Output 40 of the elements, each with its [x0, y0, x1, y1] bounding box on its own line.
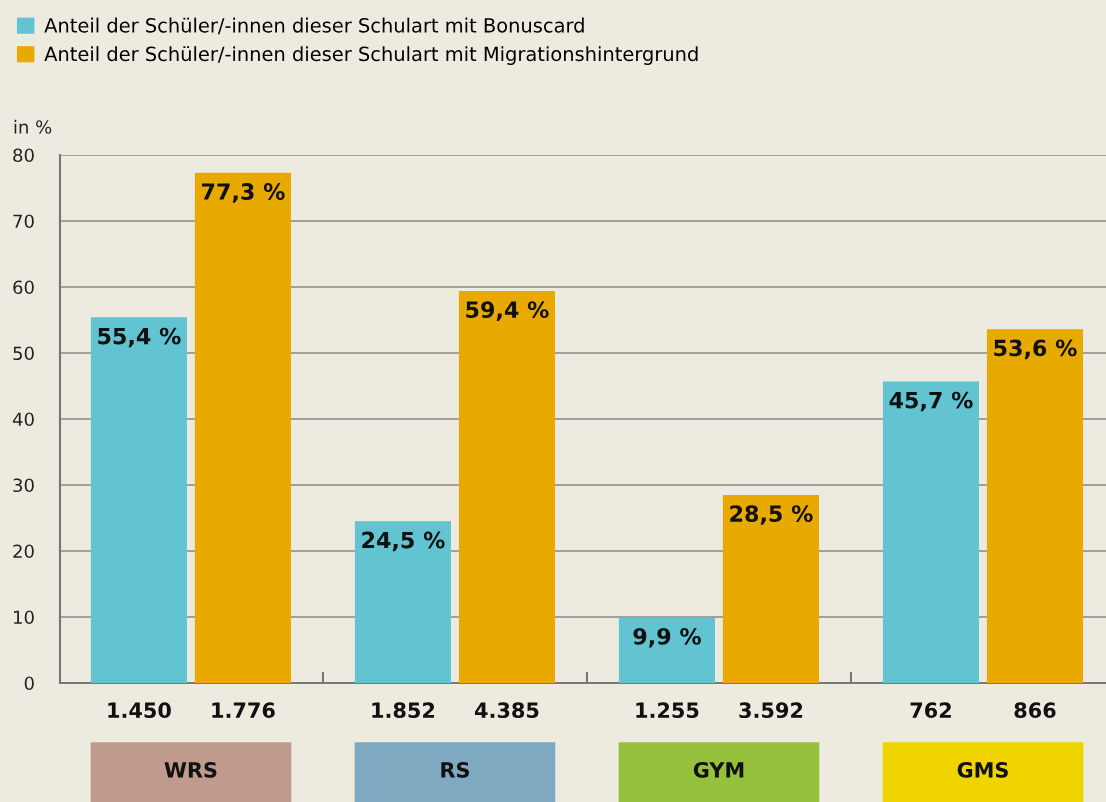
data-label: 53,6 %: [994, 339, 1077, 360]
y-tick-label: 50: [13, 346, 34, 361]
bar: [194, 172, 292, 683]
x-tick-label: WRS: [164, 761, 217, 778]
data-label: 24,5 %: [362, 531, 445, 552]
legend-label: Anteil der Schüler/-innen dieser Schulart mit Bonuscard: [44, 17, 584, 35]
data-label: 59,4 %: [466, 301, 549, 321]
x-tick-label: GYM: [693, 761, 744, 778]
text: 1.255: [636, 702, 699, 719]
y-tick-label: 20: [13, 544, 34, 559]
text: 1.852: [372, 702, 435, 719]
y-tick-label: 0: [24, 676, 34, 691]
text: 866: [1014, 702, 1056, 719]
text: 3.592: [739, 702, 803, 719]
text: 1.776: [212, 702, 275, 719]
data-label: 28,5 %: [730, 505, 813, 525]
data-label: 45,7 %: [889, 391, 973, 412]
data-label: 9,9 %: [633, 627, 701, 648]
y-tick-label: 40: [12, 412, 34, 427]
text: 1.450: [108, 702, 171, 719]
data-label: 77,3 %: [202, 183, 285, 203]
y-tick-label: 80: [13, 148, 34, 163]
x-tick-label: GMS: [957, 761, 1008, 778]
bar: [882, 381, 980, 683]
legend-label: Anteil der Schüler/-innen dieser Schulart mit Migrationshintergrund: [44, 46, 698, 65]
data-label: 55,4 %: [98, 327, 181, 348]
bar: [458, 290, 556, 683]
bar: [722, 494, 820, 683]
bar: [90, 317, 187, 683]
text: 762: [910, 702, 951, 719]
y-tick-label: 70: [13, 214, 34, 229]
bar: [354, 521, 451, 683]
bar: [618, 617, 715, 683]
text: 4.385: [474, 702, 539, 719]
bar: [986, 329, 1084, 683]
x-tick-label: RS: [441, 761, 469, 778]
y-tick-label: 60: [13, 280, 34, 295]
y-tick-label: 30: [13, 478, 34, 493]
y-tick-label: 10: [14, 610, 34, 625]
y-axis-title: in %: [14, 119, 52, 134]
